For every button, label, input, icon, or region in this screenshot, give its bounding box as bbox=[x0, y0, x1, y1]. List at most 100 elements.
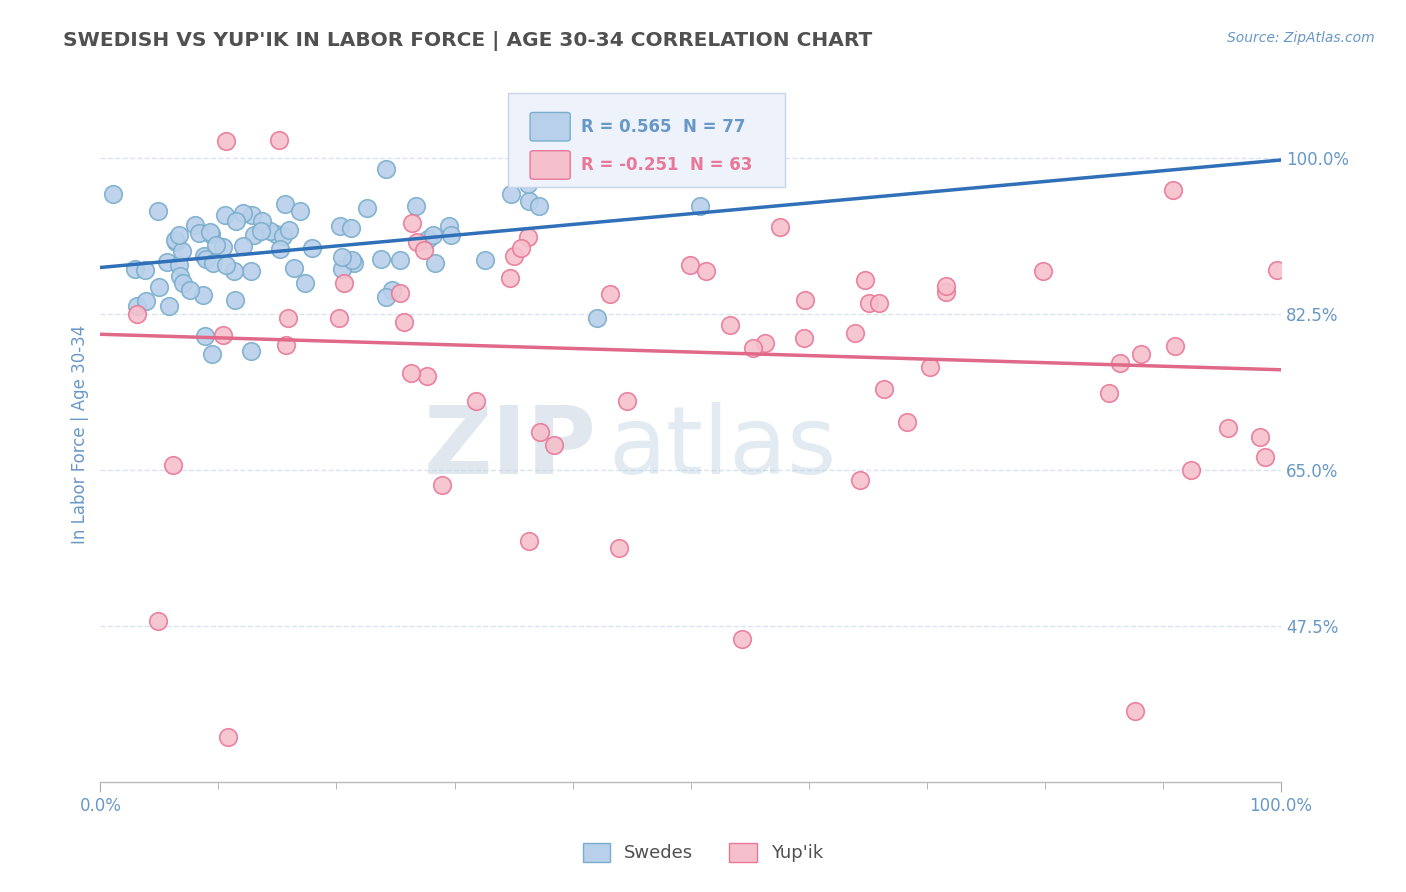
Point bbox=[343, 256, 366, 270]
Point bbox=[1125, 704, 1147, 718]
Point bbox=[124, 262, 146, 277]
Point bbox=[191, 288, 214, 302]
Point bbox=[731, 632, 754, 647]
Point bbox=[169, 269, 191, 284]
Point bbox=[586, 311, 609, 326]
Point bbox=[794, 293, 817, 307]
Point bbox=[172, 244, 194, 258]
Point bbox=[214, 208, 236, 222]
Point bbox=[529, 199, 551, 213]
Text: R = -0.251  N = 63: R = -0.251 N = 63 bbox=[581, 156, 752, 174]
Point bbox=[294, 276, 316, 290]
Point bbox=[148, 615, 170, 629]
Point bbox=[215, 258, 238, 272]
Point bbox=[328, 311, 350, 326]
Point bbox=[599, 286, 621, 301]
Text: R = 0.565  N = 77: R = 0.565 N = 77 bbox=[581, 118, 745, 136]
Point bbox=[858, 296, 880, 310]
Point bbox=[193, 249, 215, 263]
Point bbox=[422, 228, 444, 243]
Point bbox=[423, 256, 446, 270]
Point bbox=[127, 299, 149, 313]
Point bbox=[437, 219, 460, 233]
Point bbox=[156, 255, 179, 269]
Point bbox=[516, 229, 538, 244]
Point bbox=[896, 415, 918, 429]
Point bbox=[1265, 263, 1288, 277]
Point bbox=[1249, 430, 1271, 444]
Point bbox=[205, 237, 228, 252]
Point bbox=[517, 534, 540, 549]
Point bbox=[269, 242, 291, 256]
Point bbox=[873, 382, 896, 396]
Point bbox=[274, 338, 297, 352]
Point bbox=[167, 258, 190, 272]
Point bbox=[381, 283, 404, 297]
Point bbox=[165, 233, 187, 247]
Point bbox=[201, 347, 224, 361]
Point bbox=[288, 204, 311, 219]
Point bbox=[609, 541, 631, 555]
Point bbox=[474, 253, 496, 268]
Point bbox=[243, 228, 266, 243]
Point bbox=[277, 310, 299, 325]
Text: atlas: atlas bbox=[607, 402, 837, 494]
Point bbox=[148, 203, 170, 218]
Point bbox=[370, 252, 392, 266]
Point bbox=[125, 307, 148, 321]
Point bbox=[793, 331, 815, 345]
Point bbox=[1109, 356, 1132, 370]
Point bbox=[211, 240, 233, 254]
Point bbox=[225, 214, 247, 228]
Point bbox=[844, 326, 866, 340]
Point bbox=[202, 256, 225, 270]
Point bbox=[188, 226, 211, 240]
Y-axis label: In Labor Force | Age 30-34: In Labor Force | Age 30-34 bbox=[72, 325, 89, 544]
Point bbox=[200, 227, 222, 242]
Text: Source: ZipAtlas.com: Source: ZipAtlas.com bbox=[1227, 31, 1375, 45]
Point bbox=[517, 177, 540, 191]
Point bbox=[399, 366, 422, 380]
Point bbox=[918, 360, 941, 375]
Point bbox=[406, 235, 429, 250]
Point bbox=[529, 425, 551, 440]
Point bbox=[1218, 421, 1240, 435]
Point bbox=[388, 252, 411, 267]
Point bbox=[179, 283, 201, 297]
Point bbox=[329, 219, 352, 233]
Point bbox=[412, 243, 434, 257]
Point bbox=[195, 252, 218, 267]
Point bbox=[405, 199, 427, 213]
Point bbox=[167, 227, 190, 242]
Text: SWEDISH VS YUP'IK IN LABOR FORCE | AGE 30-34 CORRELATION CHART: SWEDISH VS YUP'IK IN LABOR FORCE | AGE 3… bbox=[63, 31, 873, 51]
Legend: Swedes, Yup'ik: Swedes, Yup'ik bbox=[575, 836, 831, 870]
Point bbox=[134, 263, 156, 277]
Point bbox=[239, 263, 262, 277]
Point bbox=[374, 290, 396, 304]
Point bbox=[659, 149, 682, 163]
Point bbox=[240, 208, 263, 222]
Point bbox=[392, 315, 415, 329]
Point bbox=[283, 261, 305, 276]
Point bbox=[340, 253, 363, 268]
Point bbox=[239, 344, 262, 359]
Point bbox=[157, 299, 180, 313]
Point bbox=[184, 219, 207, 233]
Point bbox=[165, 235, 187, 249]
Point bbox=[267, 133, 290, 147]
Point bbox=[517, 137, 540, 152]
Point bbox=[172, 276, 194, 290]
Point bbox=[853, 273, 876, 287]
Point bbox=[224, 293, 246, 307]
Point bbox=[543, 438, 565, 452]
Point bbox=[868, 296, 890, 310]
Text: ZIP: ZIP bbox=[423, 402, 596, 494]
Point bbox=[1163, 339, 1185, 353]
Point bbox=[678, 258, 700, 272]
Point bbox=[135, 294, 157, 309]
Point bbox=[215, 134, 238, 148]
Point bbox=[616, 393, 638, 408]
Point bbox=[1129, 347, 1152, 361]
Point bbox=[1098, 385, 1121, 400]
Point bbox=[509, 241, 531, 255]
